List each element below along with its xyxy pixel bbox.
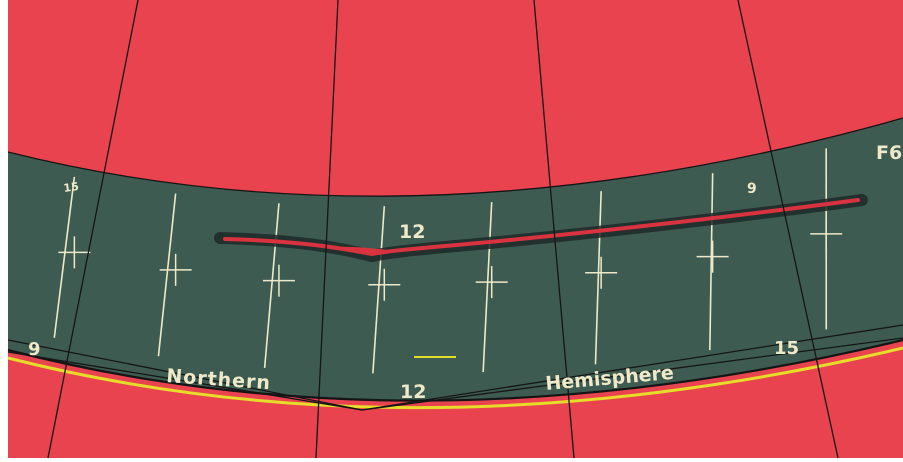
label-15-bottom-right: 15: [774, 338, 799, 359]
label-9-bottom-left: 9: [28, 339, 41, 360]
label-15-top-left: 15: [63, 180, 80, 195]
corner-code: F6: [876, 142, 902, 164]
label-12-bottom: 12: [400, 381, 426, 403]
label-9-top-right: 9: [747, 181, 757, 197]
label-12-top: 12: [399, 221, 425, 243]
